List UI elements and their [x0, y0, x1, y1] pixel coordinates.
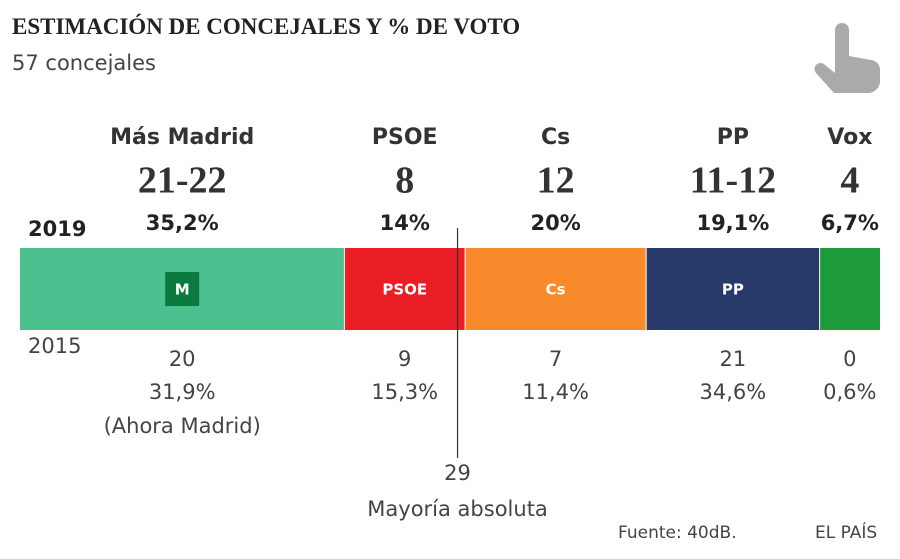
- party-name: PP: [717, 125, 749, 150]
- party-logo: M: [175, 281, 190, 299]
- seat-estimate: 11-12: [690, 160, 777, 202]
- vote-2015: 0,6%: [823, 380, 876, 404]
- seat-estimate: 12: [537, 160, 575, 202]
- seats-2015: 9: [398, 347, 411, 371]
- subtitle: 57 concejales: [12, 51, 156, 75]
- party-logo: PSOE: [382, 281, 427, 299]
- party-logo: PP: [722, 281, 744, 299]
- vote-2015: 31,9%: [149, 380, 216, 404]
- party-logo: Cs: [546, 281, 566, 299]
- vote-share: 14%: [380, 211, 430, 235]
- party-name: Vox: [827, 125, 872, 150]
- party-name: PSOE: [372, 125, 438, 150]
- vote-share: 6,7%: [821, 211, 879, 235]
- note-2015: (Ahora Madrid): [104, 414, 261, 438]
- seats-2015: 21: [720, 347, 747, 371]
- seat-estimate: 4: [840, 160, 859, 202]
- party-name: Más Madrid: [110, 125, 254, 150]
- bar-segment: [344, 248, 466, 330]
- seats-2015: 20: [169, 347, 196, 371]
- vote-share: 20%: [530, 211, 580, 235]
- party-name: Cs: [541, 125, 570, 150]
- bar-segment: [819, 248, 880, 330]
- seat-estimate: 8: [395, 160, 414, 202]
- year-label: 2019: [28, 217, 86, 241]
- bar-segment: [465, 248, 647, 330]
- bar-segment: [646, 248, 820, 330]
- year-label: 2015: [28, 334, 81, 358]
- vote-share: 19,1%: [696, 211, 769, 235]
- source: Fuente: 40dB.: [618, 523, 737, 543]
- touch-icon: [814, 23, 881, 93]
- seat-estimate: 21-22: [138, 160, 227, 202]
- logo-box: [165, 272, 200, 306]
- seats-2015: 7: [549, 347, 562, 371]
- vote-2015: 34,6%: [700, 380, 767, 404]
- vote-2015: 15,3%: [371, 380, 438, 404]
- majority-label: Mayoría absoluta: [367, 497, 548, 521]
- seats-2015: 0: [843, 347, 856, 371]
- vote-2015: 11,4%: [522, 380, 589, 404]
- chart-title: ESTIMACIÓN DE CONCEJALES Y % DE VOTO: [12, 13, 520, 39]
- vote-share: 35,2%: [146, 211, 219, 235]
- brand: EL PAÍS: [815, 521, 877, 543]
- majority-value: 29: [444, 461, 471, 485]
